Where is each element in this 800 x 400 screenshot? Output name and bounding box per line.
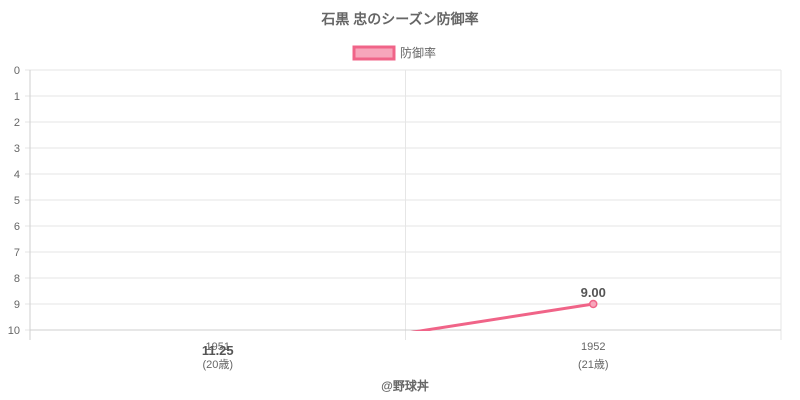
y-tick-label: 1 bbox=[14, 91, 20, 103]
x-axis: 1951 (20歳) 1952 (21歳) bbox=[202, 341, 608, 371]
data-label: 9.00 bbox=[581, 285, 606, 300]
legend-swatch bbox=[352, 45, 396, 61]
y-tick-label: 0 bbox=[14, 65, 20, 77]
series-layer bbox=[410, 302, 594, 331]
y-tick-label: 2 bbox=[14, 117, 20, 129]
footer-credit: @野球丼 bbox=[381, 378, 429, 393]
data-label: 11.25 bbox=[202, 343, 234, 358]
x-tick-age: (20歳) bbox=[202, 358, 233, 371]
y-tick-label: 6 bbox=[14, 221, 20, 233]
grid bbox=[25, 69, 782, 340]
data-point bbox=[589, 299, 598, 309]
y-tick-label: 5 bbox=[14, 195, 20, 207]
points-layer bbox=[589, 299, 598, 309]
series-line bbox=[410, 302, 594, 331]
legend: 防御率 bbox=[352, 45, 436, 61]
y-tick-label: 9 bbox=[14, 299, 20, 311]
data-labels: 11.25 9.00 bbox=[202, 285, 606, 358]
y-tick-label: 3 bbox=[14, 143, 20, 155]
y-tick-label: 8 bbox=[14, 273, 20, 285]
y-tick-label: 4 bbox=[14, 169, 20, 181]
legend-label: 防御率 bbox=[400, 45, 436, 60]
y-axis: 0 1 2 3 4 5 6 7 8 9 10 bbox=[8, 65, 20, 337]
x-tick-year: 1951 bbox=[206, 341, 230, 353]
y-tick-label: 7 bbox=[14, 247, 20, 259]
x-tick-age: (21歳) bbox=[578, 358, 609, 371]
x-tick-year: 1952 bbox=[581, 341, 605, 353]
y-tick-label: 10 bbox=[8, 325, 20, 337]
chart-title: 石黒 忠のシーズン防御率 bbox=[320, 11, 478, 27]
